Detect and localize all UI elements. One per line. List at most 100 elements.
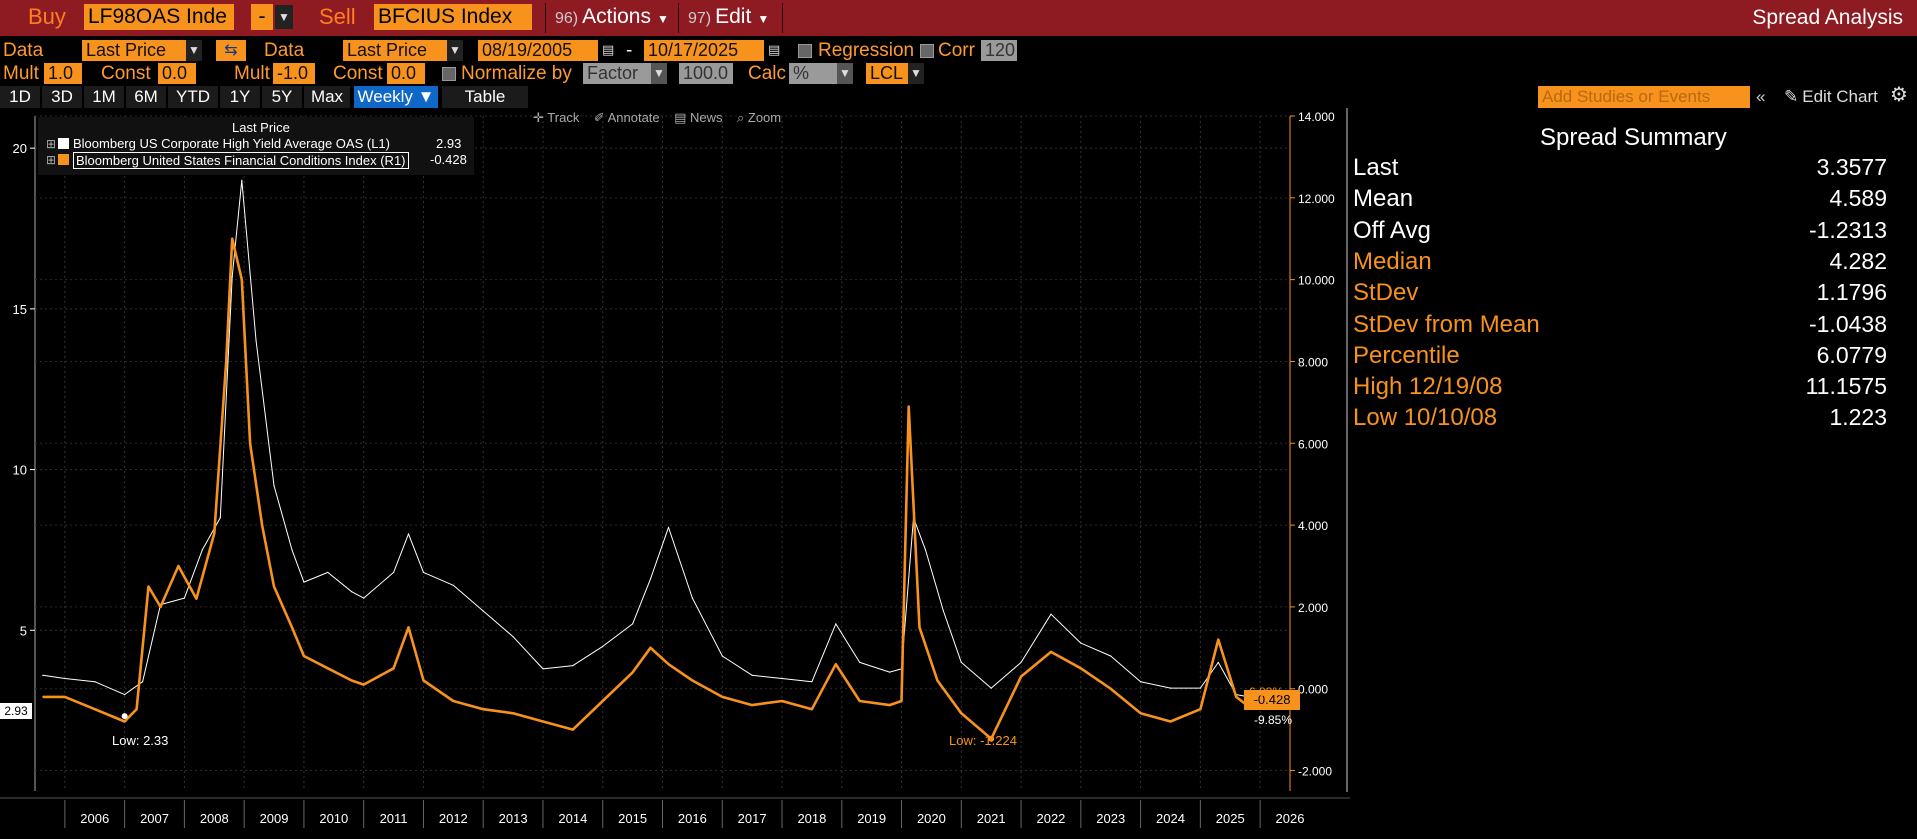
corr-window-field[interactable]: 120 <box>981 40 1017 61</box>
point-fci <box>177 565 179 567</box>
chevron-down-icon[interactable]: ▼ <box>908 63 924 84</box>
point-fci <box>1110 688 1112 690</box>
summary-row-value: 1.223 <box>1829 404 1887 431</box>
news-button[interactable]: ▤ News <box>674 110 722 125</box>
normalize-select[interactable]: Factor <box>583 63 651 84</box>
calendar-icon[interactable]: ▤ <box>768 42 781 57</box>
mult-field-left[interactable]: 1.0 <box>44 63 82 84</box>
annotate-icon: ✐ <box>593 110 605 125</box>
news-label: News <box>690 110 723 125</box>
legend-series-1-name[interactable]: Bloomberg US Corporate High Yield Averag… <box>73 136 390 151</box>
point-hy-oas <box>990 687 992 689</box>
calendar-icon[interactable]: ▤ <box>602 42 615 57</box>
point-hy-oas <box>1110 655 1112 657</box>
point-hy-oas <box>667 526 670 528</box>
point-hy-oas <box>960 661 962 664</box>
chevron-down-icon[interactable]: ▼ <box>186 40 202 61</box>
data-select-right[interactable]: Last Price <box>343 40 447 61</box>
tab-1y[interactable]: 1Y <box>220 86 260 108</box>
zoom-icon: ⌕ <box>736 110 745 125</box>
point-fci <box>303 655 305 657</box>
pencil-icon: ✎ <box>1784 87 1799 106</box>
point-hy-oas <box>632 623 634 625</box>
legend-header: Last Price <box>232 120 290 135</box>
point-hy-oas <box>142 681 144 683</box>
corr-checkbox[interactable] <box>920 44 934 58</box>
right-tick-label: 4.000 <box>1298 519 1328 533</box>
edit-menu[interactable]: 97) Edit ▼ <box>688 5 769 29</box>
expand-icon[interactable]: ⊞ <box>46 137 57 151</box>
x-tick-label: 2006 <box>80 811 109 826</box>
mult-field-right[interactable]: -1.0 <box>273 63 315 84</box>
factor-field[interactable]: 100.0 <box>679 63 733 84</box>
summary-row-label: Mean <box>1353 185 1414 213</box>
right-tick-label: 6.000 <box>1298 437 1328 451</box>
point-fci <box>124 720 126 723</box>
gear-icon[interactable]: ⚙ <box>1890 84 1908 106</box>
zoom-button[interactable]: ⌕ Zoom <box>737 110 781 125</box>
const-label-left: Const <box>101 63 151 84</box>
point-fci <box>351 679 353 682</box>
start-date-field[interactable]: 08/19/2005 <box>478 40 598 61</box>
point-hy-oas <box>602 645 604 648</box>
tab-3d[interactable]: 3D <box>42 86 82 108</box>
spread-chart[interactable]: 5 10 15 20 14.000 12.000 10.000 8.000 6.000 4.000… <box>0 108 1350 839</box>
buy-dropdown-icon[interactable]: ▼ <box>275 5 293 29</box>
point-fci <box>136 708 138 710</box>
data-select-left[interactable]: Last Price <box>82 40 186 61</box>
point-hy-oas <box>422 571 425 573</box>
tab-max[interactable]: Max <box>304 86 350 108</box>
x-tick-label: 2022 <box>1036 811 1065 826</box>
buy-ticker-field[interactable]: LF98OAS Inde <box>84 4 234 30</box>
chevron-down-icon[interactable]: ▼ <box>837 63 853 84</box>
actions-menu-label: Actions <box>582 5 651 28</box>
expand-icon[interactable]: ⊞ <box>46 153 57 167</box>
const-field-left[interactable]: 0.0 <box>158 63 196 84</box>
page-title: Spread Analysis <box>1752 6 1903 29</box>
calc-select[interactable]: % <box>789 63 837 84</box>
tab-table[interactable]: Table <box>442 86 528 108</box>
normalize-checkbox[interactable] <box>442 67 456 81</box>
chart-legend: Last Price ⊞ Bloomberg US Corporate High… <box>38 117 474 175</box>
chevron-down-icon[interactable]: ▼ <box>447 40 463 61</box>
studies-search-input[interactable]: Add Studies or Events <box>1538 86 1750 108</box>
tab-ytd[interactable]: YTD <box>168 86 218 108</box>
tab-6m[interactable]: 6M <box>126 86 166 108</box>
buy-dash-field[interactable]: - <box>251 4 273 30</box>
collapse-double-chevron-icon[interactable]: « <box>1756 87 1766 106</box>
summary-row: StDev from Mean -1.0438 <box>1353 311 1887 341</box>
left-tick-label: 20 <box>13 141 27 156</box>
tab-weekly[interactable]: Weekly ▼ <box>354 86 438 108</box>
end-date-field[interactable]: 10/17/2025 <box>644 40 764 61</box>
x-tick-label: 2023 <box>1096 811 1125 826</box>
series-line-hy-oas <box>42 179 1249 698</box>
point-fci <box>859 700 861 702</box>
tab-1m[interactable]: 1M <box>84 86 124 108</box>
x-tick-label: 2020 <box>917 811 946 826</box>
lcl-select[interactable]: LCL <box>866 63 908 84</box>
point-hy-oas <box>542 668 544 670</box>
actions-menu[interactable]: 96) Actions ▼ <box>555 5 669 29</box>
data-label-right: Data <box>264 40 305 61</box>
sell-ticker-field[interactable]: BFCIUS Index <box>374 4 532 30</box>
legend-swatch-orange <box>58 154 69 165</box>
point-hy-oas <box>482 610 484 612</box>
point-fci <box>936 679 939 682</box>
point-hy-oas <box>201 549 203 551</box>
annotate-button[interactable]: ✐ Annotate <box>594 110 660 125</box>
edit-chart-button[interactable]: ✎ Edit Chart <box>1784 86 1878 108</box>
point-fci <box>751 704 753 706</box>
summary-row: Percentile 6.0779 <box>1353 342 1887 372</box>
point-fci <box>512 712 514 714</box>
swap-icon[interactable]: ⇆ <box>216 40 246 61</box>
legend-series-2-name[interactable]: Bloomberg United States Financial Condit… <box>73 152 409 169</box>
chevron-down-icon[interactable]: ▼ <box>651 63 667 84</box>
tab-1d[interactable]: 1D <box>0 86 40 108</box>
low-marker-left <box>121 713 128 720</box>
point-fci <box>811 708 813 710</box>
regression-checkbox[interactable] <box>798 44 812 58</box>
track-button[interactable]: ✛ Track <box>533 110 579 125</box>
tab-5y[interactable]: 5Y <box>262 86 302 108</box>
const-field-right[interactable]: 0.0 <box>387 63 425 84</box>
summary-row-label: StDev from Mean <box>1353 310 1540 338</box>
